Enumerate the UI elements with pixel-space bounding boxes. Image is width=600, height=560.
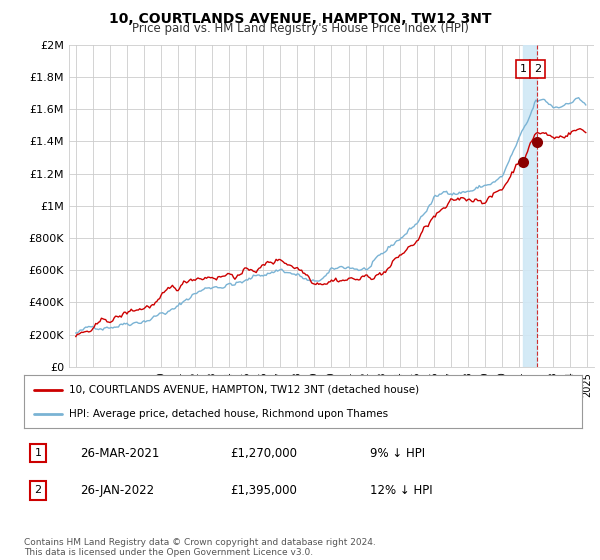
Text: 26-MAR-2021: 26-MAR-2021 <box>80 446 159 460</box>
Text: £1,270,000: £1,270,000 <box>230 446 298 460</box>
Text: HPI: Average price, detached house, Richmond upon Thames: HPI: Average price, detached house, Rich… <box>68 409 388 419</box>
Text: 12% ↓ HPI: 12% ↓ HPI <box>370 484 433 497</box>
Text: 26-JAN-2022: 26-JAN-2022 <box>80 484 154 497</box>
Bar <box>523 45 537 367</box>
Text: 1: 1 <box>520 64 526 74</box>
Text: 10, COURTLANDS AVENUE, HAMPTON, TW12 3NT (detached house): 10, COURTLANDS AVENUE, HAMPTON, TW12 3NT… <box>68 385 419 395</box>
Text: £1,395,000: £1,395,000 <box>230 484 298 497</box>
Text: 9% ↓ HPI: 9% ↓ HPI <box>370 446 425 460</box>
Text: 2: 2 <box>533 64 541 74</box>
Text: 1: 1 <box>34 448 41 458</box>
Text: Price paid vs. HM Land Registry's House Price Index (HPI): Price paid vs. HM Land Registry's House … <box>131 22 469 35</box>
Text: 2: 2 <box>34 486 41 496</box>
Text: Contains HM Land Registry data © Crown copyright and database right 2024.
This d: Contains HM Land Registry data © Crown c… <box>24 538 376 557</box>
Text: 10, COURTLANDS AVENUE, HAMPTON, TW12 3NT: 10, COURTLANDS AVENUE, HAMPTON, TW12 3NT <box>109 12 491 26</box>
